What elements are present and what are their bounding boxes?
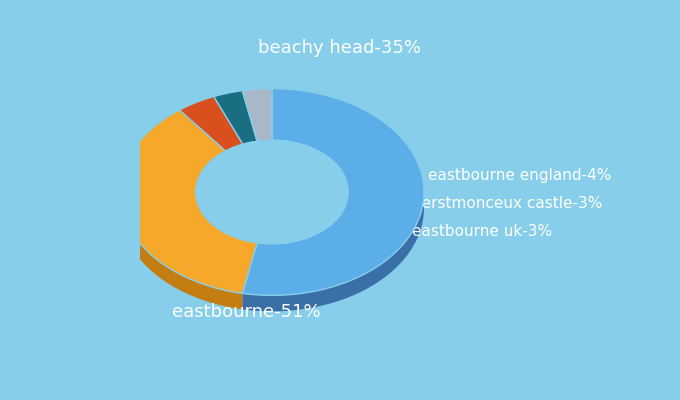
Polygon shape — [120, 110, 242, 309]
Polygon shape — [242, 89, 272, 141]
Text: eastbourne-51%: eastbourne-51% — [172, 303, 321, 321]
Polygon shape — [120, 110, 257, 293]
Polygon shape — [196, 140, 348, 244]
Text: beachy head-35%: beachy head-35% — [258, 39, 422, 57]
Text: herstmonceux castle-3%: herstmonceux castle-3% — [412, 196, 602, 212]
Text: eastbourne uk-3%: eastbourne uk-3% — [412, 224, 552, 240]
Polygon shape — [242, 89, 424, 295]
Polygon shape — [180, 96, 243, 151]
Polygon shape — [214, 91, 257, 144]
Polygon shape — [242, 89, 424, 311]
Text: eastbourne england-4%: eastbourne england-4% — [428, 168, 611, 184]
